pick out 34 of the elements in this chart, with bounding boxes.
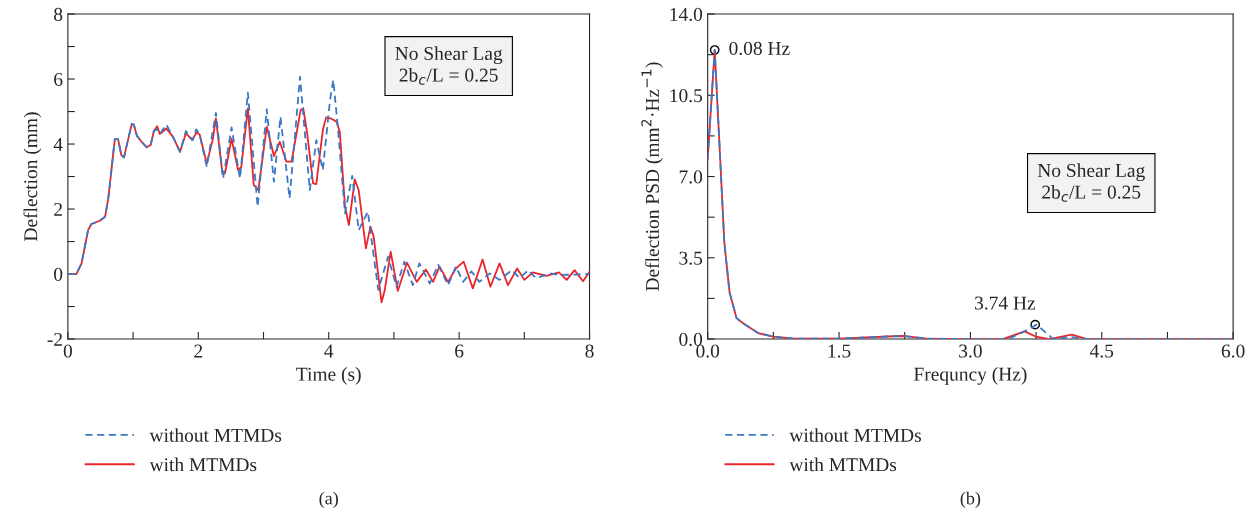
annotation: 0.08 Hz <box>729 41 790 55</box>
x-tick-label: 4.5 <box>1089 344 1114 358</box>
x-tick-label: 0.0 <box>696 344 720 358</box>
y-tick-label: 6 <box>54 72 63 86</box>
y-tick-label: 0 <box>54 267 63 281</box>
x-tick-label: 2 <box>194 344 203 358</box>
legend-label: with MTMDs <box>789 457 897 472</box>
y-axis-title: Deflection PSD (mm$^{2}$·Hz$^{−1}$) <box>641 62 663 291</box>
x-tick-label: 6.0 <box>1221 344 1245 358</box>
y-axis-title: Deflection (mm) <box>23 112 42 242</box>
x-tick-label: 4 <box>324 344 334 358</box>
y-tick-label: 10.5 <box>670 89 703 103</box>
x-tick-label: 6 <box>455 344 464 358</box>
annotation: No Shear Lag 2b$_{c}$/L = 0.25 <box>1037 163 1145 202</box>
x-axis-title: Frequncy (Hz) <box>914 367 1027 385</box>
y-tick-label: 2 <box>54 202 62 216</box>
y-tick-label: 4 <box>53 137 63 151</box>
x-tick-label: 0 <box>63 344 72 358</box>
y-tick-label: 8 <box>54 7 63 21</box>
legend-label: without MTMDs <box>789 428 921 442</box>
text: (b) <box>960 491 981 509</box>
text: (a) <box>319 491 338 509</box>
x-tick-label: 3.0 <box>959 344 982 358</box>
annotation: 3.74 Hz <box>975 296 1036 310</box>
y-tick-label: 3.5 <box>679 251 703 265</box>
annotation: No Shear Lag 2b$_{c}$/L = 0.25 <box>395 46 503 85</box>
y-tick-label: 14.0 <box>670 7 703 22</box>
x-tick-label: 1.5 <box>828 344 851 358</box>
x-tick-label: 8 <box>585 344 594 358</box>
y-tick-label: 7.0 <box>679 170 703 184</box>
legend-label: with MTMDs <box>149 457 257 472</box>
y-tick-label: -2 <box>47 332 62 346</box>
x-axis-title: Time (s) <box>296 367 361 385</box>
legend-label: without MTMDs <box>149 428 282 442</box>
